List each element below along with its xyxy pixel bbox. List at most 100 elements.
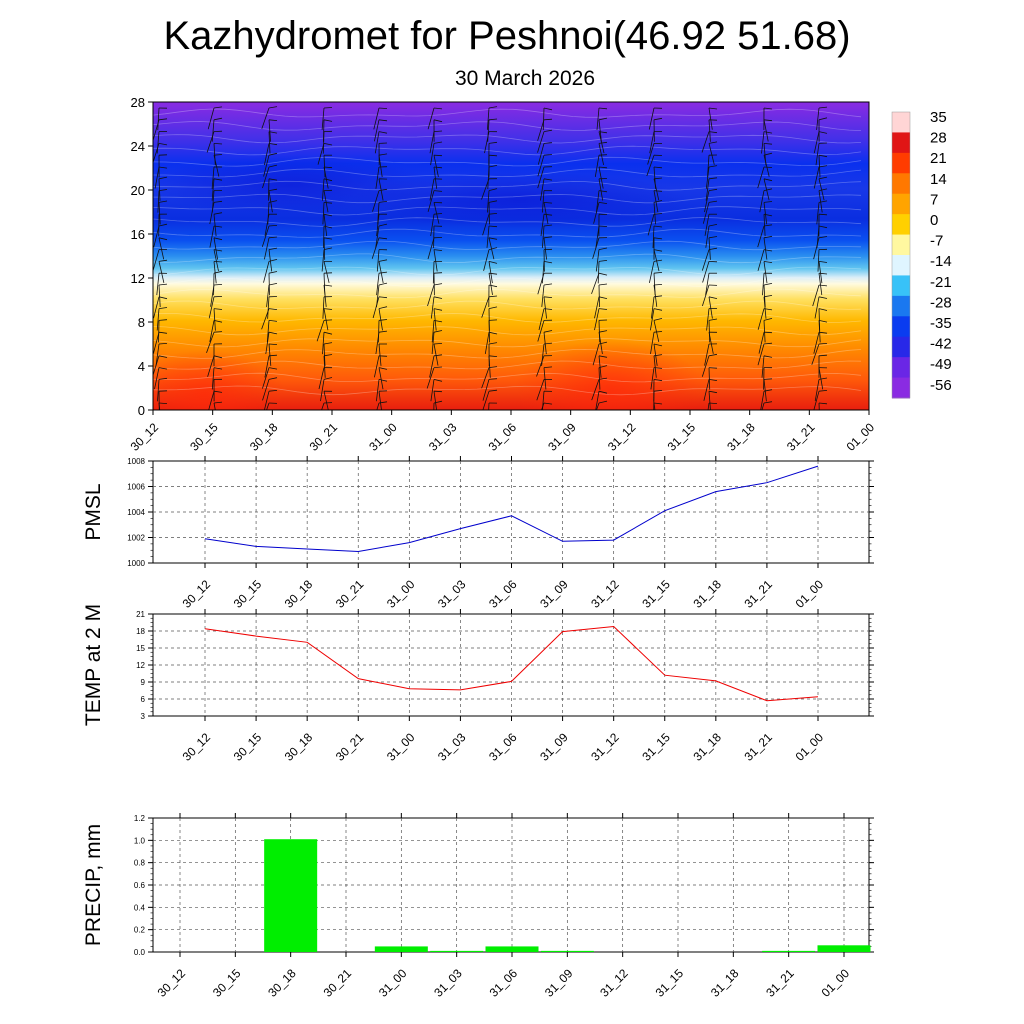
wind-barb-flag (158, 307, 168, 309)
wind-barb (537, 143, 545, 165)
wind-barb-flag (268, 271, 278, 274)
x-tick-label: 31_15 (639, 730, 673, 764)
wind-barb (371, 237, 380, 259)
wind-barb (374, 131, 380, 154)
wind-barb (537, 131, 545, 153)
colorbar-swatch (892, 234, 910, 256)
wind-barb-flag (158, 166, 168, 169)
wind-barb-flag (598, 355, 608, 358)
wind-barb (818, 178, 825, 201)
wind-barb (376, 214, 380, 237)
wind-barb-flag (653, 343, 663, 347)
y-tick-label: 6 (141, 695, 146, 704)
wind-barb-flag (818, 272, 828, 275)
wind-barb (153, 225, 160, 248)
wind-barb (321, 107, 325, 130)
wind-barb-flag (763, 152, 773, 156)
wind-barb (818, 155, 821, 178)
wind-barb (763, 379, 767, 402)
wind-barb-flag (818, 225, 828, 229)
x-tick-label: 30_15 (187, 420, 221, 454)
wind-barb (153, 249, 160, 271)
wind-barb (598, 320, 601, 343)
wind-barb-flag (763, 355, 773, 358)
x-tick-label: 31_09 (542, 966, 576, 1000)
wind-barb (268, 249, 273, 272)
x-tick-label: 31_21 (763, 966, 797, 1000)
x-tick-label: 31_03 (431, 966, 465, 1000)
wind-barb-flag (158, 283, 168, 286)
wind-barb-flag (213, 154, 223, 156)
wind-barb (488, 237, 495, 260)
wind-barb-flag (433, 166, 443, 169)
x-tick-label: 30_12 (180, 730, 214, 764)
wind-barb-flag (433, 190, 443, 192)
wind-barb-flag (213, 390, 223, 393)
wind-barb-flag (433, 119, 443, 123)
wind-barb-flag (653, 117, 663, 121)
wind-barb (541, 402, 545, 410)
wind-barb-flag (158, 176, 168, 180)
wind-barb-flag (158, 200, 168, 203)
wind-barb-flag (653, 354, 663, 357)
wind-barb-flag (818, 188, 828, 191)
wind-barb (701, 131, 710, 153)
wind-barb-flag (708, 247, 718, 250)
wind-barb (763, 119, 769, 142)
wind-barb (598, 143, 604, 165)
wind-barb (213, 402, 216, 410)
wind-barb-flag (323, 202, 333, 204)
wind-barb-flag (598, 400, 608, 404)
wind-barb-flag (268, 331, 278, 335)
wind-barb (378, 391, 382, 410)
wind-barb (153, 296, 160, 319)
wind-barb (653, 284, 658, 307)
wind-barb (646, 155, 655, 177)
wind-barb-flag (763, 378, 773, 380)
wind-barb (483, 249, 490, 271)
wind-barb-flag (598, 202, 608, 204)
wind-barb-flag (598, 131, 608, 134)
colorbar-swatch (892, 336, 910, 358)
wind-barb (378, 308, 383, 331)
wind-barb-flag (543, 202, 553, 204)
wind-barb-flag (268, 119, 278, 121)
wind-barb-flag (598, 296, 608, 299)
wind-barb-flag (763, 224, 773, 227)
wind-barb (261, 308, 270, 330)
y-tick-label: 1004 (127, 508, 145, 517)
wind-barb-flag (488, 141, 498, 144)
y-tick-label: 12 (136, 661, 145, 670)
wind-barb-flag (543, 236, 553, 239)
wind-barb-flag (323, 237, 333, 240)
wind-barb (158, 202, 161, 225)
wind-barb (323, 391, 329, 410)
wind-barb-flag (598, 190, 608, 193)
wind-barb-flag (488, 355, 498, 357)
wind-barb (537, 119, 545, 141)
wind-barb (594, 296, 600, 319)
wind-barb-flag (818, 213, 828, 216)
colorbar-swatch (892, 132, 910, 154)
wind-barb-flag (543, 129, 553, 132)
wind-barb-flag (488, 261, 498, 264)
chart-subtitle: 30 March 2026 (454, 67, 596, 90)
wind-barb-flag (378, 330, 388, 333)
wind-barb-flag (763, 213, 773, 217)
x-tick-label: 31_12 (588, 577, 622, 611)
colorbar-swatch (892, 112, 910, 133)
wind-barb-flag (653, 200, 663, 203)
wind-barb (429, 178, 435, 201)
wind-barb (651, 296, 655, 319)
x-tick-label: 31_12 (597, 966, 631, 1000)
wind-barb-flag (598, 260, 608, 262)
wind-barb (598, 166, 604, 189)
wind-barb (268, 131, 271, 154)
x-tick-label: 31_21 (742, 577, 776, 611)
wind-barb-flag (378, 271, 388, 274)
colorbar-label: 35 (930, 109, 947, 126)
wind-barb (813, 391, 820, 410)
wind-barb (542, 391, 545, 410)
wind-barb-flag (433, 354, 443, 357)
x-tick-label: 31_12 (605, 420, 639, 454)
